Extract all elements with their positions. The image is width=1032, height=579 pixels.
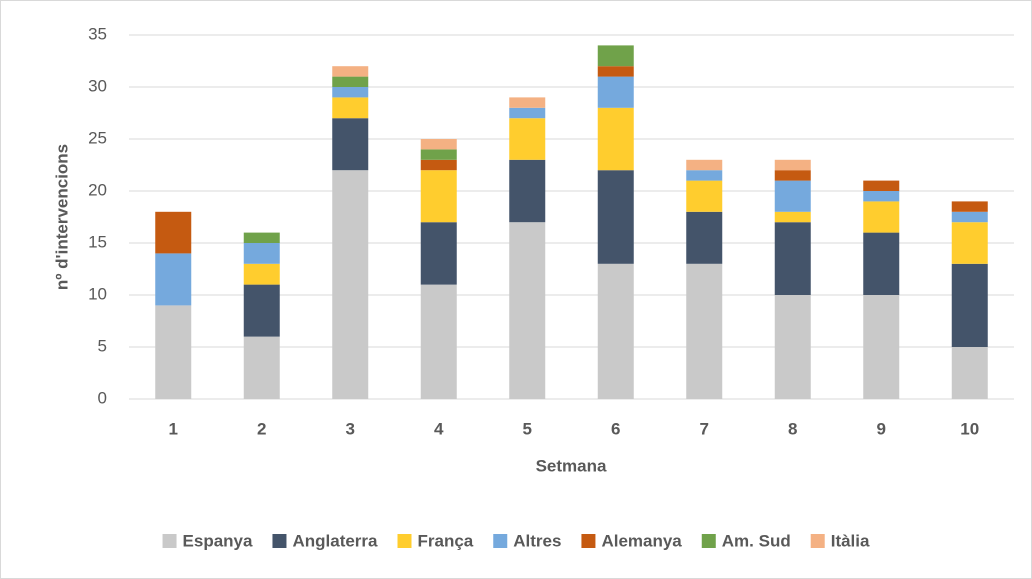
bar-segment xyxy=(774,222,811,295)
legend-swatch xyxy=(493,534,508,548)
x-tick-label: 1 xyxy=(169,419,178,438)
bar-segment xyxy=(243,284,280,337)
legend-label: Alemanya xyxy=(601,531,682,550)
bar-segment xyxy=(686,211,723,264)
legend-swatch xyxy=(397,534,412,548)
bar-segment xyxy=(420,222,457,285)
bar-segment xyxy=(420,170,457,223)
x-tick-label: 10 xyxy=(960,419,979,438)
legend-swatch xyxy=(701,534,716,548)
bar-segment xyxy=(686,263,723,399)
x-tick-label: 4 xyxy=(434,419,444,438)
bar-segment xyxy=(332,76,369,87)
legend-swatch xyxy=(581,534,596,548)
bar-segment xyxy=(509,222,546,399)
bar-segment xyxy=(597,170,634,264)
bar-segment xyxy=(420,139,457,150)
x-tick-label: 2 xyxy=(257,419,266,438)
y-tick-label: 5 xyxy=(98,336,107,355)
bar-segment xyxy=(155,305,192,399)
x-tick-label: 3 xyxy=(346,419,355,438)
bar-segment xyxy=(155,211,192,254)
x-tick-label: 9 xyxy=(877,419,886,438)
bar-segment xyxy=(155,253,192,306)
legend-label: Altres xyxy=(513,531,561,550)
bar-segment xyxy=(774,211,811,223)
bar-segment xyxy=(597,107,634,171)
legend-swatch xyxy=(810,534,825,548)
bar-segment xyxy=(243,243,280,264)
bar-segment xyxy=(863,191,900,202)
legend-label: Itàlia xyxy=(831,531,870,550)
bar-segment xyxy=(774,159,811,171)
bar-segment xyxy=(597,66,634,77)
bar-segment xyxy=(774,170,811,181)
bar-segment xyxy=(951,211,988,223)
legend-label: Anglaterra xyxy=(292,531,378,550)
x-tick-label: 7 xyxy=(700,419,709,438)
bar-segment xyxy=(420,149,457,160)
bar-segment xyxy=(597,76,634,108)
legend-label: Espanya xyxy=(183,531,253,550)
bar-segment xyxy=(332,87,369,98)
bar-segment xyxy=(863,232,900,295)
y-axis-title: nº d'intervencions xyxy=(52,144,71,290)
bar-segment xyxy=(863,295,900,399)
bar-segment xyxy=(597,263,634,399)
y-tick-label: 30 xyxy=(88,76,107,95)
bar-segment xyxy=(686,180,723,212)
bar-segment xyxy=(509,107,546,119)
bar-segment xyxy=(951,201,988,212)
bar-segment xyxy=(509,159,546,223)
bar-segment xyxy=(951,263,988,347)
bar-segment xyxy=(420,284,457,399)
x-tick-label: 5 xyxy=(523,419,532,438)
bar-segment xyxy=(951,222,988,264)
bar-segment xyxy=(509,97,546,108)
bar-segment xyxy=(774,180,811,212)
bar-segment xyxy=(863,201,900,233)
bar-segment xyxy=(243,263,280,285)
bar-segment xyxy=(243,336,280,399)
bar-segment xyxy=(420,159,457,171)
y-tick-label: 15 xyxy=(88,232,107,251)
y-tick-label: 10 xyxy=(88,284,107,303)
bar-segment xyxy=(774,295,811,399)
bar-segment xyxy=(332,118,369,171)
bar-segment xyxy=(243,232,280,243)
legend-label: França xyxy=(418,531,474,550)
y-tick-label: 25 xyxy=(88,128,107,147)
legend-swatch xyxy=(272,534,287,548)
bar-segment xyxy=(951,347,988,399)
bar-segment xyxy=(332,170,369,399)
legend-label: Am. Sud xyxy=(722,531,791,550)
bar-segment xyxy=(863,180,900,191)
x-tick-label: 6 xyxy=(611,419,620,438)
bar-segment xyxy=(597,45,634,67)
bar-segment xyxy=(332,97,369,119)
y-tick-label: 35 xyxy=(88,24,107,43)
x-tick-label: 8 xyxy=(788,419,797,438)
y-tick-label: 20 xyxy=(88,180,107,199)
x-axis-title: Setmana xyxy=(536,456,607,475)
bar-segment xyxy=(686,159,723,171)
bar-segment xyxy=(686,170,723,181)
bar-segment xyxy=(332,66,369,77)
bar-segment xyxy=(509,118,546,160)
legend-swatch xyxy=(162,534,177,548)
y-tick-label: 0 xyxy=(98,388,107,407)
